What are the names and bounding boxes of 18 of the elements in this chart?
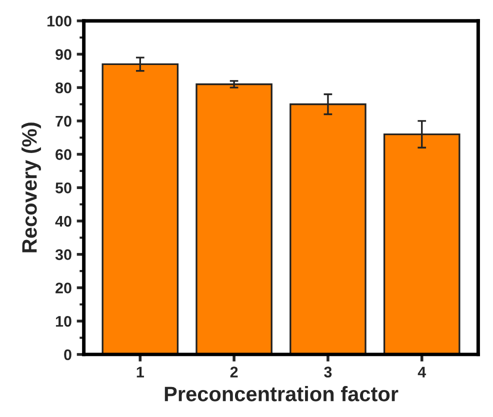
y-tick-label: 20 [56,282,72,294]
bar [196,83,272,354]
y-tick-label: 30 [55,249,72,260]
y-tick-label: 60 [56,149,72,160]
y-tick-label: 0 [64,349,72,360]
x-axis-title: Preconcentration factor [164,386,398,402]
x-tick-label: 4 [418,366,426,378]
y-tick-label: 80 [55,82,72,94]
x-tick-label: 3 [324,366,332,378]
y-tick-label: 40 [55,216,72,227]
y-tick-label: 50 [55,182,72,194]
y-tick-label: 10 [56,316,72,327]
x-tick-label: 1 [136,366,144,378]
y-tick-label: 90 [56,49,72,60]
y-axis-title: Recovery (%) [22,122,41,252]
x-tick-label: 2 [230,366,238,378]
y-tick-label: 100 [47,16,72,27]
y-tick-label: 70 [56,116,72,127]
